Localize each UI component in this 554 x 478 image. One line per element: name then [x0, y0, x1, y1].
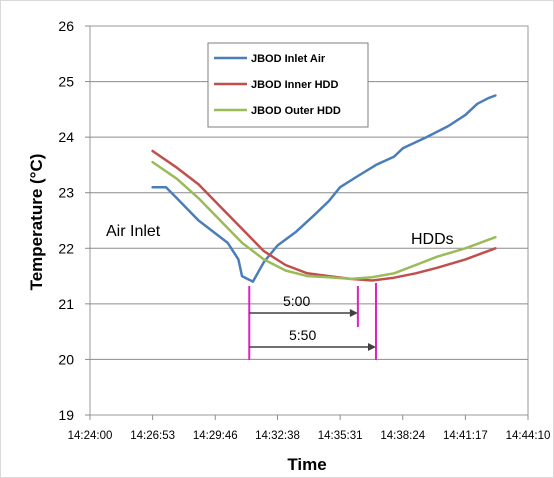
interval-arrow-5-50-head: [367, 343, 376, 351]
y-tick-label-20: 20: [58, 351, 74, 367]
x-tick-label-2: 14:29:46: [193, 430, 238, 442]
y-axis-ticks: 19 20 21 22 23 24 25 26: [58, 18, 90, 423]
legend: JBOD Inlet Air JBOD Inner HDD JBOD Outer…: [207, 42, 369, 128]
legend-label-inlet-air: JBOD Inlet Air: [251, 53, 326, 65]
x-tick-label-6: 14:41:17: [443, 430, 488, 442]
interval-label-5-00: 5:00: [283, 293, 310, 309]
y-tick-label-26: 26: [58, 18, 74, 34]
interval-label-5-50: 5:50: [289, 327, 316, 343]
y-tick-label-21: 21: [58, 296, 74, 312]
y-axis-title: Temperature (°C): [27, 154, 46, 291]
x-tick-label-0: 14:24:00: [68, 430, 113, 442]
x-axis-ticks: 14:24:00 14:26:53 14:29:46 14:32:38 14:35:31…: [68, 415, 551, 442]
x-tick-label-5: 14:38:24: [380, 430, 425, 442]
series-line-inlet-air: [151, 94, 497, 283]
legend-label-outer-hdd: JBOD Outer HDD: [251, 105, 341, 117]
annotation-hdds: HDDs: [411, 231, 454, 248]
legend-label-inner-hdd: JBOD Inner HDD: [251, 79, 338, 91]
y-tick-label-19: 19: [58, 407, 74, 423]
x-tick-label-3: 14:32:38: [255, 430, 300, 442]
series-layer: [151, 94, 497, 283]
annotation-air-inlet: Air Inlet: [106, 223, 161, 240]
x-tick-label-4: 14:35:31: [318, 430, 363, 442]
series-line-inner-hdd: [151, 149, 497, 282]
y-tick-label-22: 22: [58, 240, 74, 256]
y-tick-label-25: 25: [58, 74, 74, 90]
interval-arrow-5-00-head: [349, 309, 358, 317]
y-tick-label-23: 23: [58, 185, 74, 201]
x-axis-title: Time: [287, 455, 326, 474]
interval-layer: 5:00 5:50: [248, 283, 377, 360]
plot-area: [89, 25, 529, 416]
series-line-outer-hdd: [151, 160, 497, 281]
x-tick-label-1: 14:26:53: [130, 430, 175, 442]
x-tick-label-7: 14:44:10: [506, 430, 551, 442]
y-tick-label-24: 24: [58, 129, 74, 145]
